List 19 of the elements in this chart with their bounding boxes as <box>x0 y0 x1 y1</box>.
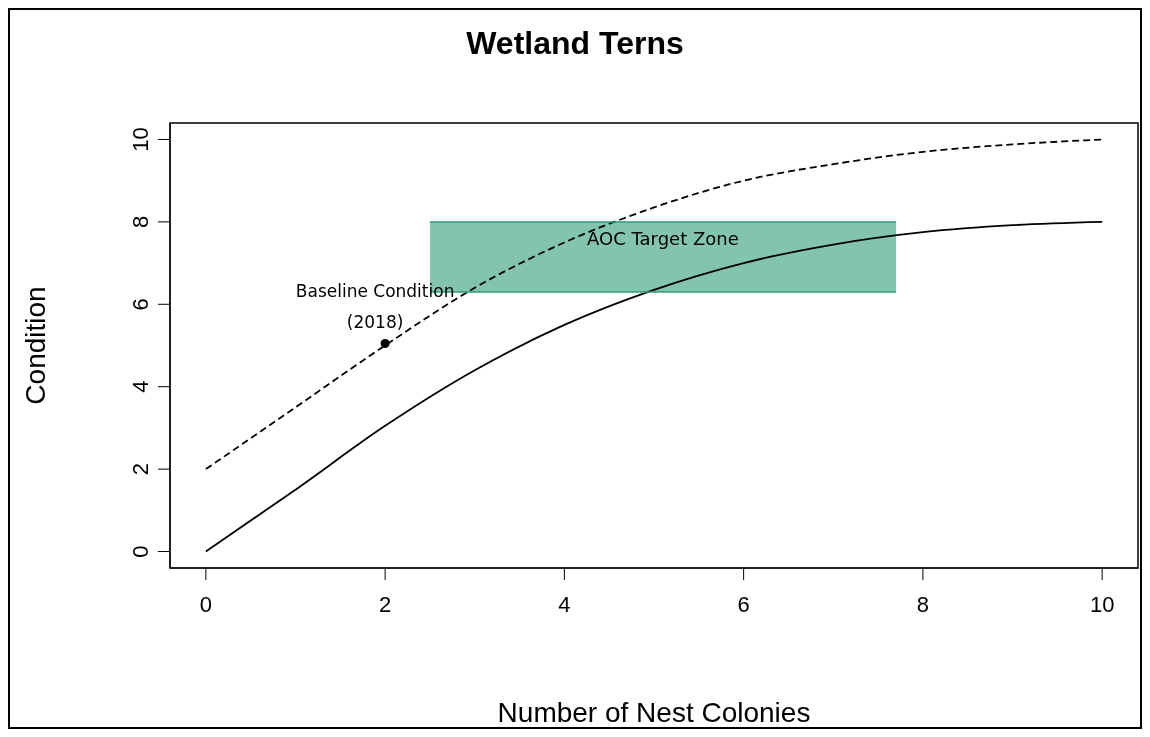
x-tick-label: 8 <box>916 591 930 617</box>
x-tick-label: 6 <box>737 591 750 617</box>
line-series <box>204 138 1104 471</box>
x-tick-label: 4 <box>558 591 571 617</box>
y-tick-label: 0 <box>128 545 153 558</box>
chart-title: Wetland Terns <box>466 25 684 61</box>
y-tick-label: 8 <box>128 215 153 229</box>
line-series <box>204 220 1104 553</box>
x-axis-title: Number of Nest Colonies <box>497 697 811 728</box>
x-tick-label: 0 <box>199 591 212 617</box>
y-tick-label: 10 <box>128 127 153 152</box>
x-tick-label: 10 <box>1089 591 1115 617</box>
annotation: Baseline Condition (2018) <box>295 281 455 333</box>
series-label: AOC Target Zone <box>587 228 739 250</box>
y-tick-label: 2 <box>128 462 153 476</box>
y-axis-title: Condition <box>20 286 52 405</box>
y-tick-label: 6 <box>128 298 153 311</box>
y-tick-label: 4 <box>128 380 153 393</box>
x-tick-label: 2 <box>378 591 392 617</box>
